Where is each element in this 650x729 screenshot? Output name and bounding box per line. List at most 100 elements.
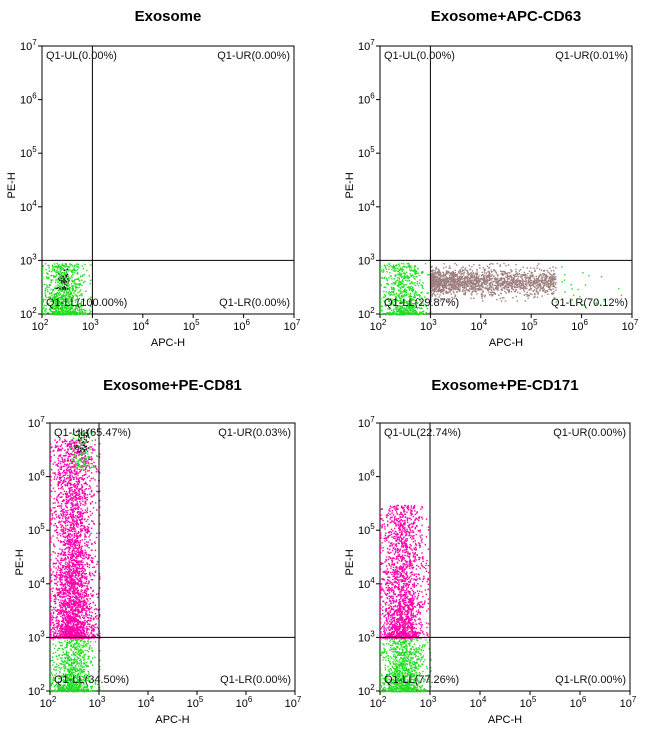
scatter-point — [78, 286, 80, 289]
scatter-point — [406, 312, 409, 314]
scatter-point — [73, 456, 75, 459]
scatter-point — [93, 689, 96, 692]
scatter-point — [62, 269, 65, 271]
scatter-point — [76, 645, 79, 647]
scatter-point — [69, 291, 72, 293]
scatter-point — [389, 304, 391, 306]
scatter-point — [452, 290, 455, 293]
scatter-point — [72, 659, 74, 661]
scatter-point — [64, 474, 66, 476]
scatter-point — [464, 281, 466, 283]
scatter-point — [454, 281, 456, 283]
scatter-point — [68, 279, 70, 281]
scatter-point — [72, 639, 74, 641]
scatter-point — [523, 294, 525, 296]
scatter-point — [64, 640, 66, 642]
scatter-point — [453, 273, 456, 275]
scatter-point — [536, 289, 538, 291]
scatter-point — [407, 304, 409, 306]
scatter-point — [453, 286, 455, 289]
scatter-point — [381, 309, 383, 312]
scatter-point — [71, 276, 73, 279]
scatter-point — [58, 271, 60, 273]
scatter-point — [61, 642, 63, 644]
scatter-point — [70, 521, 72, 524]
scatter-point — [77, 266, 79, 268]
scatter-point — [407, 305, 409, 307]
scatter-point — [491, 291, 493, 294]
scatter-point — [75, 307, 77, 309]
scatter-point — [553, 275, 555, 277]
scatter-point — [50, 668, 52, 671]
scatter-point — [457, 276, 459, 278]
scatter-point — [488, 271, 490, 273]
scatter-point — [69, 293, 71, 295]
scatter-point — [56, 269, 58, 271]
scatter-point — [421, 297, 423, 299]
scatter-point — [47, 273, 49, 275]
scatter-point — [514, 283, 517, 285]
scatter-point — [547, 271, 549, 273]
scatter-point — [432, 271, 434, 273]
scatter-point — [82, 313, 84, 315]
scatter-point — [42, 301, 44, 304]
scatter-point — [78, 689, 81, 691]
scatter-point — [471, 286, 473, 289]
scatter-point — [545, 279, 547, 281]
scatter-point — [49, 296, 51, 298]
scatter-point — [430, 281, 433, 283]
scatter-point — [410, 295, 413, 298]
scatter-point — [421, 286, 424, 289]
scatter-point — [472, 289, 474, 291]
scatter-point — [430, 296, 432, 298]
scatter-point — [490, 275, 493, 277]
scatter-point — [54, 301, 56, 303]
scatter-point — [489, 291, 492, 294]
scatter-point — [456, 278, 458, 281]
scatter-point — [513, 285, 516, 287]
scatter-point — [92, 477, 94, 479]
scatter-point — [55, 298, 57, 301]
scatter-point — [389, 312, 392, 314]
scatter-point — [46, 277, 49, 280]
scatter-point — [449, 291, 451, 293]
scatter-point — [533, 278, 536, 281]
scatter-point — [425, 305, 427, 308]
scatter-point — [405, 277, 407, 279]
scatter-point — [52, 267, 54, 270]
scatter-point — [542, 276, 544, 278]
scatter-point — [49, 308, 52, 311]
scatter-point — [396, 310, 398, 313]
scatter-point — [469, 283, 472, 285]
scatter-point — [529, 279, 532, 281]
scatter-point — [71, 288, 73, 290]
scatter-point — [392, 267, 395, 269]
scatter-point — [548, 286, 551, 288]
scatter-point — [90, 641, 92, 643]
scatter-point — [549, 276, 552, 279]
scatter-point — [59, 564, 62, 566]
scatter-point — [513, 282, 515, 284]
scatter-point — [536, 264, 539, 267]
scatter-point — [398, 265, 401, 267]
scatter-point — [80, 689, 82, 691]
scatter-point — [56, 302, 58, 304]
scatter-point — [414, 271, 416, 273]
scatter-point — [50, 275, 52, 277]
scatter-point — [531, 276, 533, 278]
scatter-point — [438, 274, 441, 277]
scatter-point — [436, 280, 439, 283]
scatter-point — [401, 302, 403, 304]
scatter-point — [64, 289, 67, 292]
scatter-point — [64, 296, 66, 299]
scatter-point — [552, 266, 554, 268]
scatter-point — [502, 274, 504, 276]
scatter-point — [90, 298, 92, 300]
scatter-point — [539, 290, 541, 292]
scatter-point — [51, 656, 54, 658]
scatter-point — [459, 276, 461, 279]
x-axis-label: APC-H — [151, 337, 185, 349]
scatter-point — [399, 288, 402, 290]
scatter-point — [64, 304, 67, 307]
scatter-point — [462, 269, 464, 272]
